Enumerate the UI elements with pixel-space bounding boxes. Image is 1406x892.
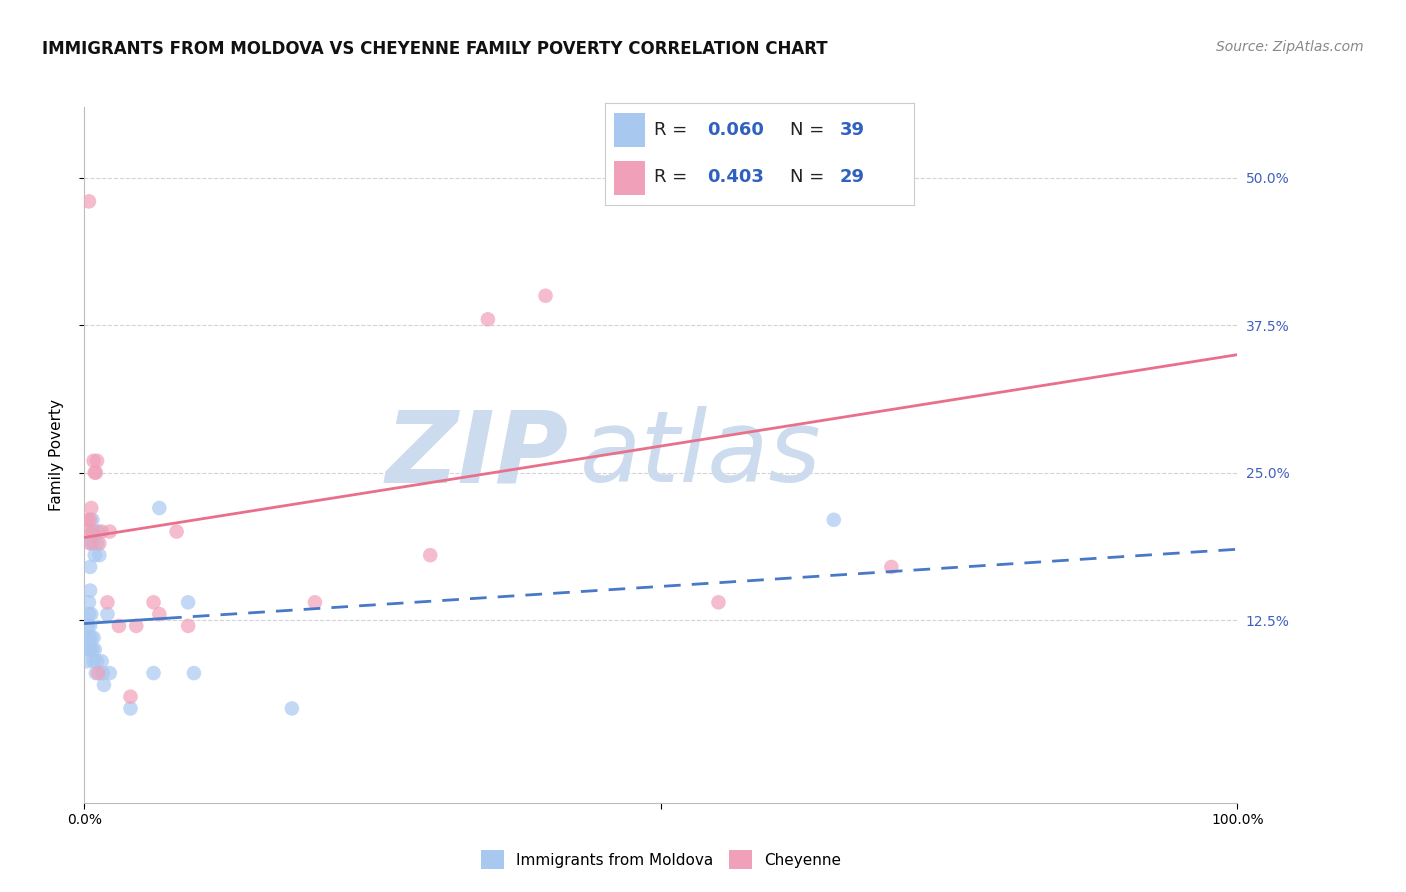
Point [89, 548, 111, 562]
Point [89, 536, 111, 550]
Point [707, 595, 730, 609]
Point [76, 619, 98, 633]
Point [86, 654, 108, 668]
Point [304, 595, 326, 609]
Point [419, 548, 441, 562]
Text: atlas: atlas [581, 407, 821, 503]
Text: N =: N = [790, 121, 830, 139]
Text: Source: ZipAtlas.com: Source: ZipAtlas.com [1216, 40, 1364, 54]
Point [148, 500, 170, 515]
Point [76, 654, 98, 668]
Point [80, 607, 103, 621]
Point [880, 560, 903, 574]
Point [93, 678, 115, 692]
Point [77, 607, 100, 621]
Point [98, 666, 121, 681]
Point [82, 524, 104, 539]
Point [80, 500, 103, 515]
Point [80, 536, 103, 550]
Point [83, 642, 105, 657]
Point [76, 642, 98, 657]
Point [79, 583, 101, 598]
Point [76, 524, 98, 539]
Point [77, 631, 100, 645]
Point [86, 454, 108, 468]
Point [86, 536, 108, 550]
Point [177, 619, 200, 633]
Point [90, 524, 112, 539]
Text: 39: 39 [839, 121, 865, 139]
Point [79, 536, 101, 550]
Text: N =: N = [790, 169, 830, 186]
Text: 0.060: 0.060 [707, 121, 763, 139]
Point [82, 524, 104, 539]
Point [84, 666, 107, 681]
Point [183, 666, 205, 681]
Point [281, 701, 304, 715]
Point [83, 466, 105, 480]
Text: ZIP: ZIP [385, 407, 568, 503]
Point [83, 654, 105, 668]
Point [77, 194, 100, 209]
Point [90, 654, 112, 668]
Point [177, 595, 200, 609]
Point [108, 619, 131, 633]
Point [79, 619, 101, 633]
Text: IMMIGRANTS FROM MOLDOVA VS CHEYENNE FAMILY POVERTY CORRELATION CHART: IMMIGRANTS FROM MOLDOVA VS CHEYENNE FAMI… [42, 40, 828, 58]
Point [120, 701, 142, 715]
Text: R =: R = [654, 121, 693, 139]
Point [142, 595, 165, 609]
Text: 0.403: 0.403 [707, 169, 763, 186]
Point [91, 666, 114, 681]
Point [77, 595, 100, 609]
Point [82, 513, 104, 527]
Bar [614, 161, 645, 194]
Point [83, 454, 105, 468]
Point [76, 513, 98, 527]
Point [823, 513, 845, 527]
Y-axis label: Family Poverty: Family Poverty [49, 399, 63, 511]
Point [125, 619, 148, 633]
Text: 29: 29 [839, 169, 865, 186]
Point [83, 548, 105, 562]
Point [120, 690, 142, 704]
Point [166, 524, 188, 539]
Point [87, 666, 110, 681]
Text: R =: R = [654, 169, 693, 186]
Point [477, 312, 499, 326]
Point [96, 607, 118, 621]
Point [82, 642, 104, 657]
Bar [614, 112, 645, 146]
Point [148, 607, 170, 621]
Legend: Immigrants from Moldova, Cheyenne: Immigrants from Moldova, Cheyenne [475, 845, 846, 875]
Point [87, 524, 110, 539]
Point [96, 595, 118, 609]
Point [84, 524, 107, 539]
Point [79, 513, 101, 527]
Point [534, 289, 557, 303]
Point [80, 631, 103, 645]
Point [79, 642, 101, 657]
Point [79, 560, 101, 574]
Point [98, 524, 121, 539]
Point [142, 666, 165, 681]
Point [84, 466, 107, 480]
Point [83, 536, 105, 550]
Point [83, 631, 105, 645]
